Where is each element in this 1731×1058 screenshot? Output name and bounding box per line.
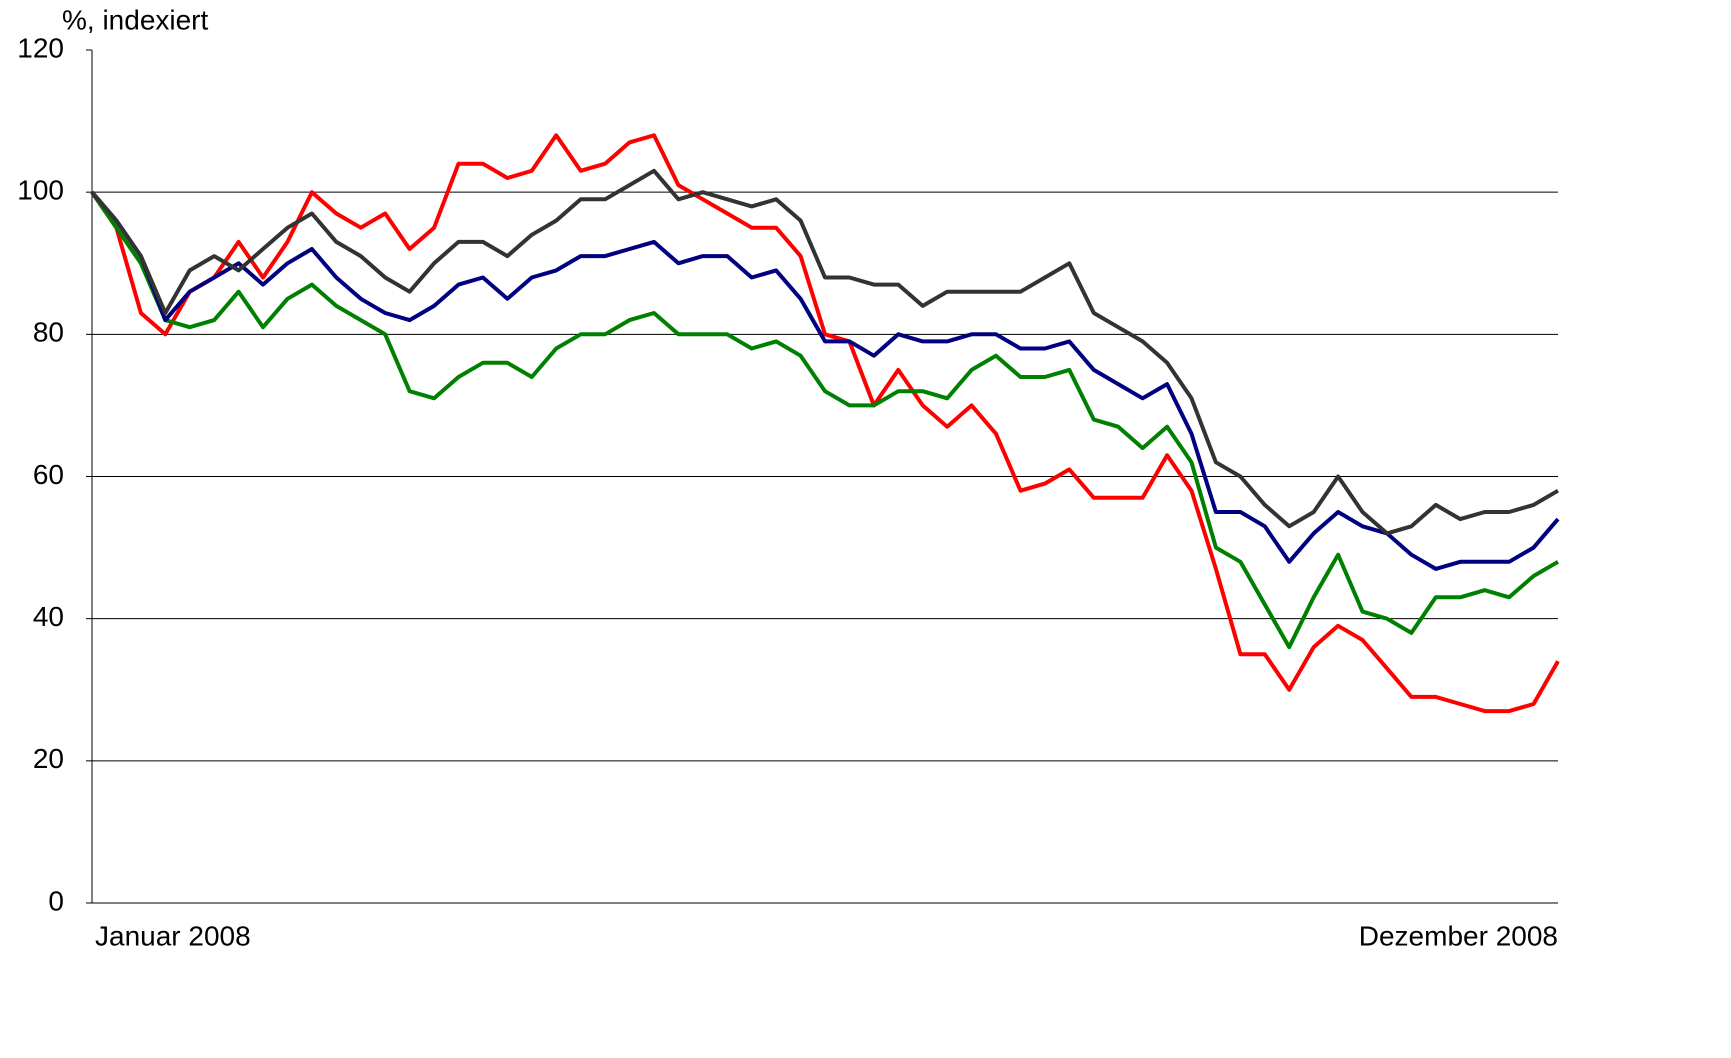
series-line: [90, 133, 1560, 714]
y-tick-label: 60: [33, 459, 64, 490]
series-line: [90, 191, 1560, 650]
y-tick-label: 20: [33, 743, 64, 774]
series-line: [90, 190, 1560, 571]
x-tick-label: Dezember 2008: [1359, 920, 1558, 951]
y-tick-label: 100: [17, 175, 64, 206]
y-tick-label: 120: [17, 32, 64, 63]
series-line: [90, 168, 1560, 536]
y-axis-label: %, indexiert: [62, 4, 209, 35]
y-tick-label: 40: [33, 601, 64, 632]
y-tick-label: 80: [33, 317, 64, 348]
y-tick-label: 0: [48, 885, 64, 916]
x-tick-label: Januar 2008: [95, 920, 251, 951]
